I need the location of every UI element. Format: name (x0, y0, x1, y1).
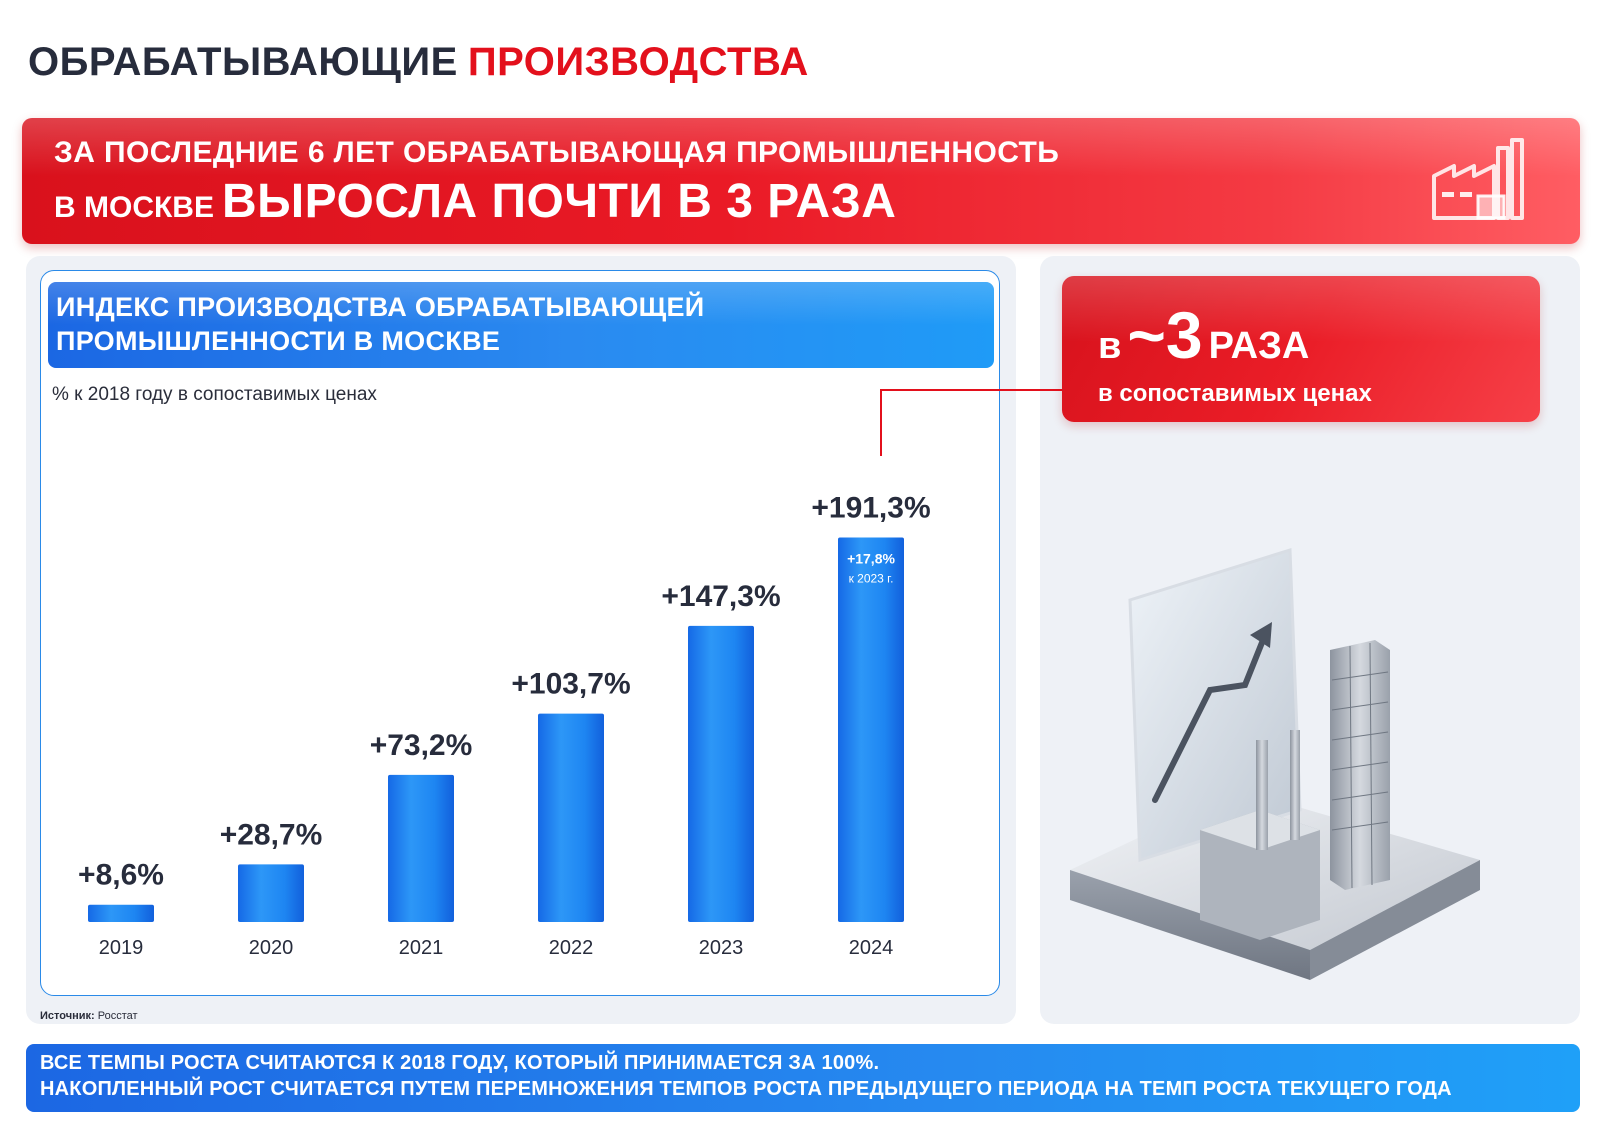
industry-illustration (1070, 547, 1480, 980)
banner-line-2-small: В МОСКВЕ (54, 191, 214, 224)
chart-subtitle: % к 2018 году в сопоставимых ценах (52, 384, 377, 405)
footer-line-1: ВСЕ ТЕМПЫ РОСТА СЧИТАЮТСЯ К 2018 ГОДУ, К… (40, 1052, 880, 1074)
banner-line-1: ЗА ПОСЛЕДНИЕ 6 ЛЕТ ОБРАБАТЫВАЮЩАЯ ПРОМЫШ… (54, 136, 1060, 169)
callout-prefix: в (1098, 325, 1122, 367)
bars-group: +8,6% 2019 +28,7% 2020 +73,2% 2021 +103,7% 2022… (78, 491, 931, 959)
bar-2024 (838, 537, 904, 922)
bar-2021 (388, 774, 454, 922)
bar-2020 (238, 864, 304, 922)
growth-callout: в~3 РАЗА в сопоставимых ценах (1062, 276, 1540, 422)
x-tick-2021: 2021 (399, 937, 444, 959)
page-title-dark: ОБРАБАТЫВАЮЩИЕ (28, 40, 458, 84)
value-label-2021: +73,2% (370, 729, 473, 762)
x-tick-2022: 2022 (549, 937, 594, 959)
callout-suffix: РАЗА (1208, 325, 1310, 367)
footer-line-2: НАКОПЛЕННЫЙ РОСТ СЧИТАЕТСЯ ПУТЕМ ПЕРЕМНО… (40, 1078, 1452, 1100)
x-tick-2024: 2024 (849, 937, 894, 959)
banner-line-2-big: ВЫРОСЛА ПОЧТИ В 3 РАЗА (221, 175, 897, 228)
callout-subtitle: в сопоставимых ценах (1098, 380, 1372, 407)
value-label-2023: +147,3% (661, 580, 780, 613)
source-value: Росстат (97, 1010, 138, 1022)
page-title-red: ПРОИЗВОДСТВА (467, 40, 809, 84)
value-label-2020: +28,7% (220, 818, 323, 851)
bar-annotation-note: к 2023 г. (849, 571, 894, 585)
x-tick-2020: 2020 (249, 937, 294, 959)
footer-note: ВСЕ ТЕМПЫ РОСТА СЧИТАЮТСЯ К 2018 ГОДУ, К… (26, 1044, 1580, 1112)
source-label: Источник: (40, 1010, 95, 1022)
x-tick-2023: 2023 (699, 937, 744, 959)
bar-annotation-value: +17,8% (847, 550, 895, 566)
value-label-2019: +8,6% (78, 859, 164, 892)
chart-header: ИНДЕКС ПРОИЗВОДСТВА ОБРАБАТЫВАЮЩЕЙ ПРОМЫ… (48, 282, 994, 368)
source-note: Источник: Росстат (40, 1010, 138, 1022)
factory-icon (1432, 138, 1524, 220)
value-label-2022: +103,7% (511, 668, 630, 701)
callout-number: ~3 (1127, 298, 1203, 372)
value-label-2024: +191,3% (811, 491, 930, 524)
banner-line-2: В МОСКВЕ ВЫРОСЛА ПОЧТИ В 3 РАЗА (54, 174, 896, 229)
bar-2022 (538, 713, 604, 922)
callout-headline: в~3 РАЗА (1098, 302, 1309, 368)
bar-2023 (688, 625, 754, 922)
page-title: ОБРАБАТЫВАЮЩИЕ ПРОИЗВОДСТВА (28, 40, 809, 85)
bar-chart: +8,6% 2019 +28,7% 2020 +73,2% 2021 +103,7% 2022… (78, 491, 931, 959)
headline-banner: ЗА ПОСЛЕДНИЕ 6 ЛЕТ ОБРАБАТЫВАЮЩАЯ ПРОМЫШ… (22, 118, 1580, 244)
x-tick-2019: 2019 (99, 937, 144, 959)
bar-2019 (88, 904, 154, 922)
chart-title: ИНДЕКС ПРОИЗВОДСТВА ОБРАБАТЫВАЮЩЕЙ ПРОМЫ… (56, 292, 705, 356)
